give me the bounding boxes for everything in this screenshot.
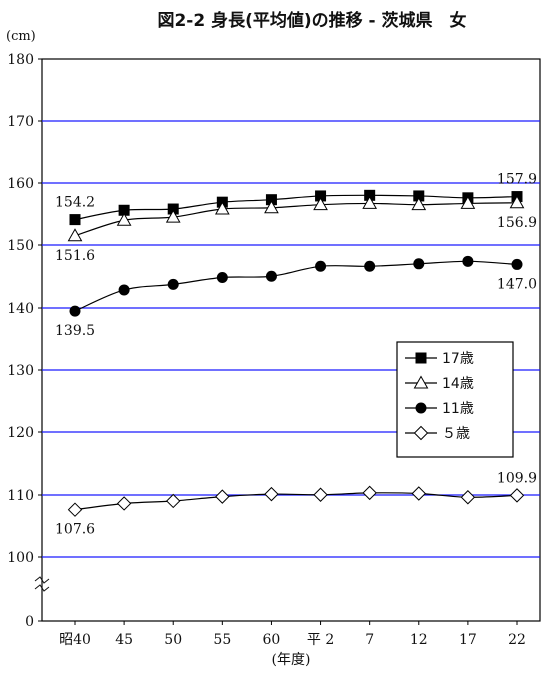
data-label: 156.9: [497, 215, 537, 231]
data-point: [413, 190, 425, 202]
legend-item: ５歳: [405, 425, 470, 442]
legend-label: 11歳: [442, 401, 474, 417]
legend-marker: [415, 352, 427, 364]
data-label: 107.6: [55, 522, 95, 538]
y-tick-label: 150: [7, 238, 34, 254]
legend-item: 17歳: [405, 351, 474, 367]
y-axis-ticks: 180 170 160 150 140 130 120 110 100 0: [7, 52, 42, 630]
series-line: [74, 194, 518, 221]
x-axis-ticks: 昭40 45 50 55 60 平 2 7 12 17 22: [59, 621, 526, 648]
x-tick-label: 45: [115, 632, 133, 648]
data-point: [460, 490, 476, 505]
data-point: [69, 214, 81, 226]
data-point: [315, 190, 327, 202]
data-point: [313, 197, 328, 211]
data-point: [462, 255, 474, 267]
data-point: [313, 487, 328, 502]
series-line: [74, 492, 518, 511]
y-tick-label: 180: [7, 52, 34, 68]
axis-break-icon: [34, 576, 50, 592]
legend-label: 17歳: [442, 351, 474, 367]
data-point: [509, 195, 525, 209]
data-point: [166, 493, 181, 509]
x-tick-label: 7: [365, 632, 374, 648]
data-label: 109.9: [497, 470, 537, 486]
y-tick-label: 110: [7, 488, 34, 504]
data-point: [364, 260, 376, 272]
legend-marker: [413, 425, 429, 441]
x-tick-label: 22: [508, 632, 526, 648]
data-point: [67, 228, 83, 242]
data-point: [215, 489, 230, 504]
data-label: 154.2: [55, 195, 95, 211]
data-point: [411, 197, 427, 211]
x-tick-label: 55: [213, 632, 231, 648]
y-tick-label: 170: [7, 114, 34, 130]
data-point: [362, 485, 377, 501]
data-point: [265, 194, 277, 206]
data-label: 139.5: [55, 323, 95, 339]
data-point: [216, 271, 228, 283]
data-label: 147.0: [497, 276, 537, 292]
y-axis-unit-label: (cm): [6, 29, 36, 44]
data-point: [67, 502, 83, 517]
legend-marker: [415, 402, 427, 414]
legend: 17歳 14歳 11歳 ５歳: [396, 341, 514, 458]
data-point: [315, 260, 327, 272]
legend-label: ５歳: [442, 426, 470, 442]
data-point: [364, 189, 376, 201]
data-point: [116, 212, 132, 226]
data-point: [167, 278, 179, 290]
data-labels: 154.2 151.6 139.5 107.6 157.9 156.9 147.0 109.9: [55, 172, 537, 538]
data-point: [362, 195, 378, 209]
data-point: [69, 305, 81, 317]
series-diamond: [67, 485, 525, 517]
series-line: [74, 260, 518, 312]
plot-area: [41, 58, 541, 622]
x-axis-label: (年度): [272, 652, 311, 668]
x-tick-label: 60: [263, 632, 281, 648]
series-triangle: [67, 195, 525, 242]
x-tick-label: 昭40: [59, 632, 91, 648]
series-group: [67, 189, 525, 517]
data-point: [265, 270, 277, 282]
data-point: [413, 258, 425, 270]
x-tick-label: 12: [410, 632, 428, 648]
y-tick-label: 160: [7, 176, 34, 192]
x-tick-label: 50: [164, 632, 182, 648]
data-point: [167, 203, 179, 215]
y-tick-label: 0: [25, 614, 34, 630]
data-point: [411, 486, 426, 501]
data-point: [118, 284, 130, 296]
data-point: [509, 488, 525, 503]
x-tick-label: 平 2: [307, 632, 334, 648]
data-point: [460, 195, 476, 209]
y-tick-label: 100: [7, 550, 34, 566]
legend-marker: [413, 375, 429, 389]
data-label: 151.6: [55, 248, 95, 264]
data-label: 157.9: [497, 172, 537, 188]
legend-item: 14歳: [405, 375, 474, 392]
data-point: [118, 204, 130, 216]
legend-item: 11歳: [405, 401, 474, 417]
y-tick-label: 140: [7, 301, 34, 317]
y-tick-label: 130: [7, 363, 34, 379]
data-point: [264, 200, 279, 214]
x-tick-label: 17: [459, 632, 477, 648]
gridlines: [42, 120, 540, 558]
series-line: [74, 202, 518, 237]
data-point: [165, 209, 181, 223]
chart-title: 図2-2 身長(平均値)の推移 - 茨城県 女: [157, 10, 466, 31]
data-point: [264, 486, 279, 502]
y-tick-label: 120: [7, 425, 34, 441]
data-point: [511, 258, 523, 270]
legend-label: 14歳: [442, 376, 474, 392]
series-circle: [69, 255, 523, 317]
data-point: [214, 201, 230, 215]
data-point: [116, 496, 132, 511]
